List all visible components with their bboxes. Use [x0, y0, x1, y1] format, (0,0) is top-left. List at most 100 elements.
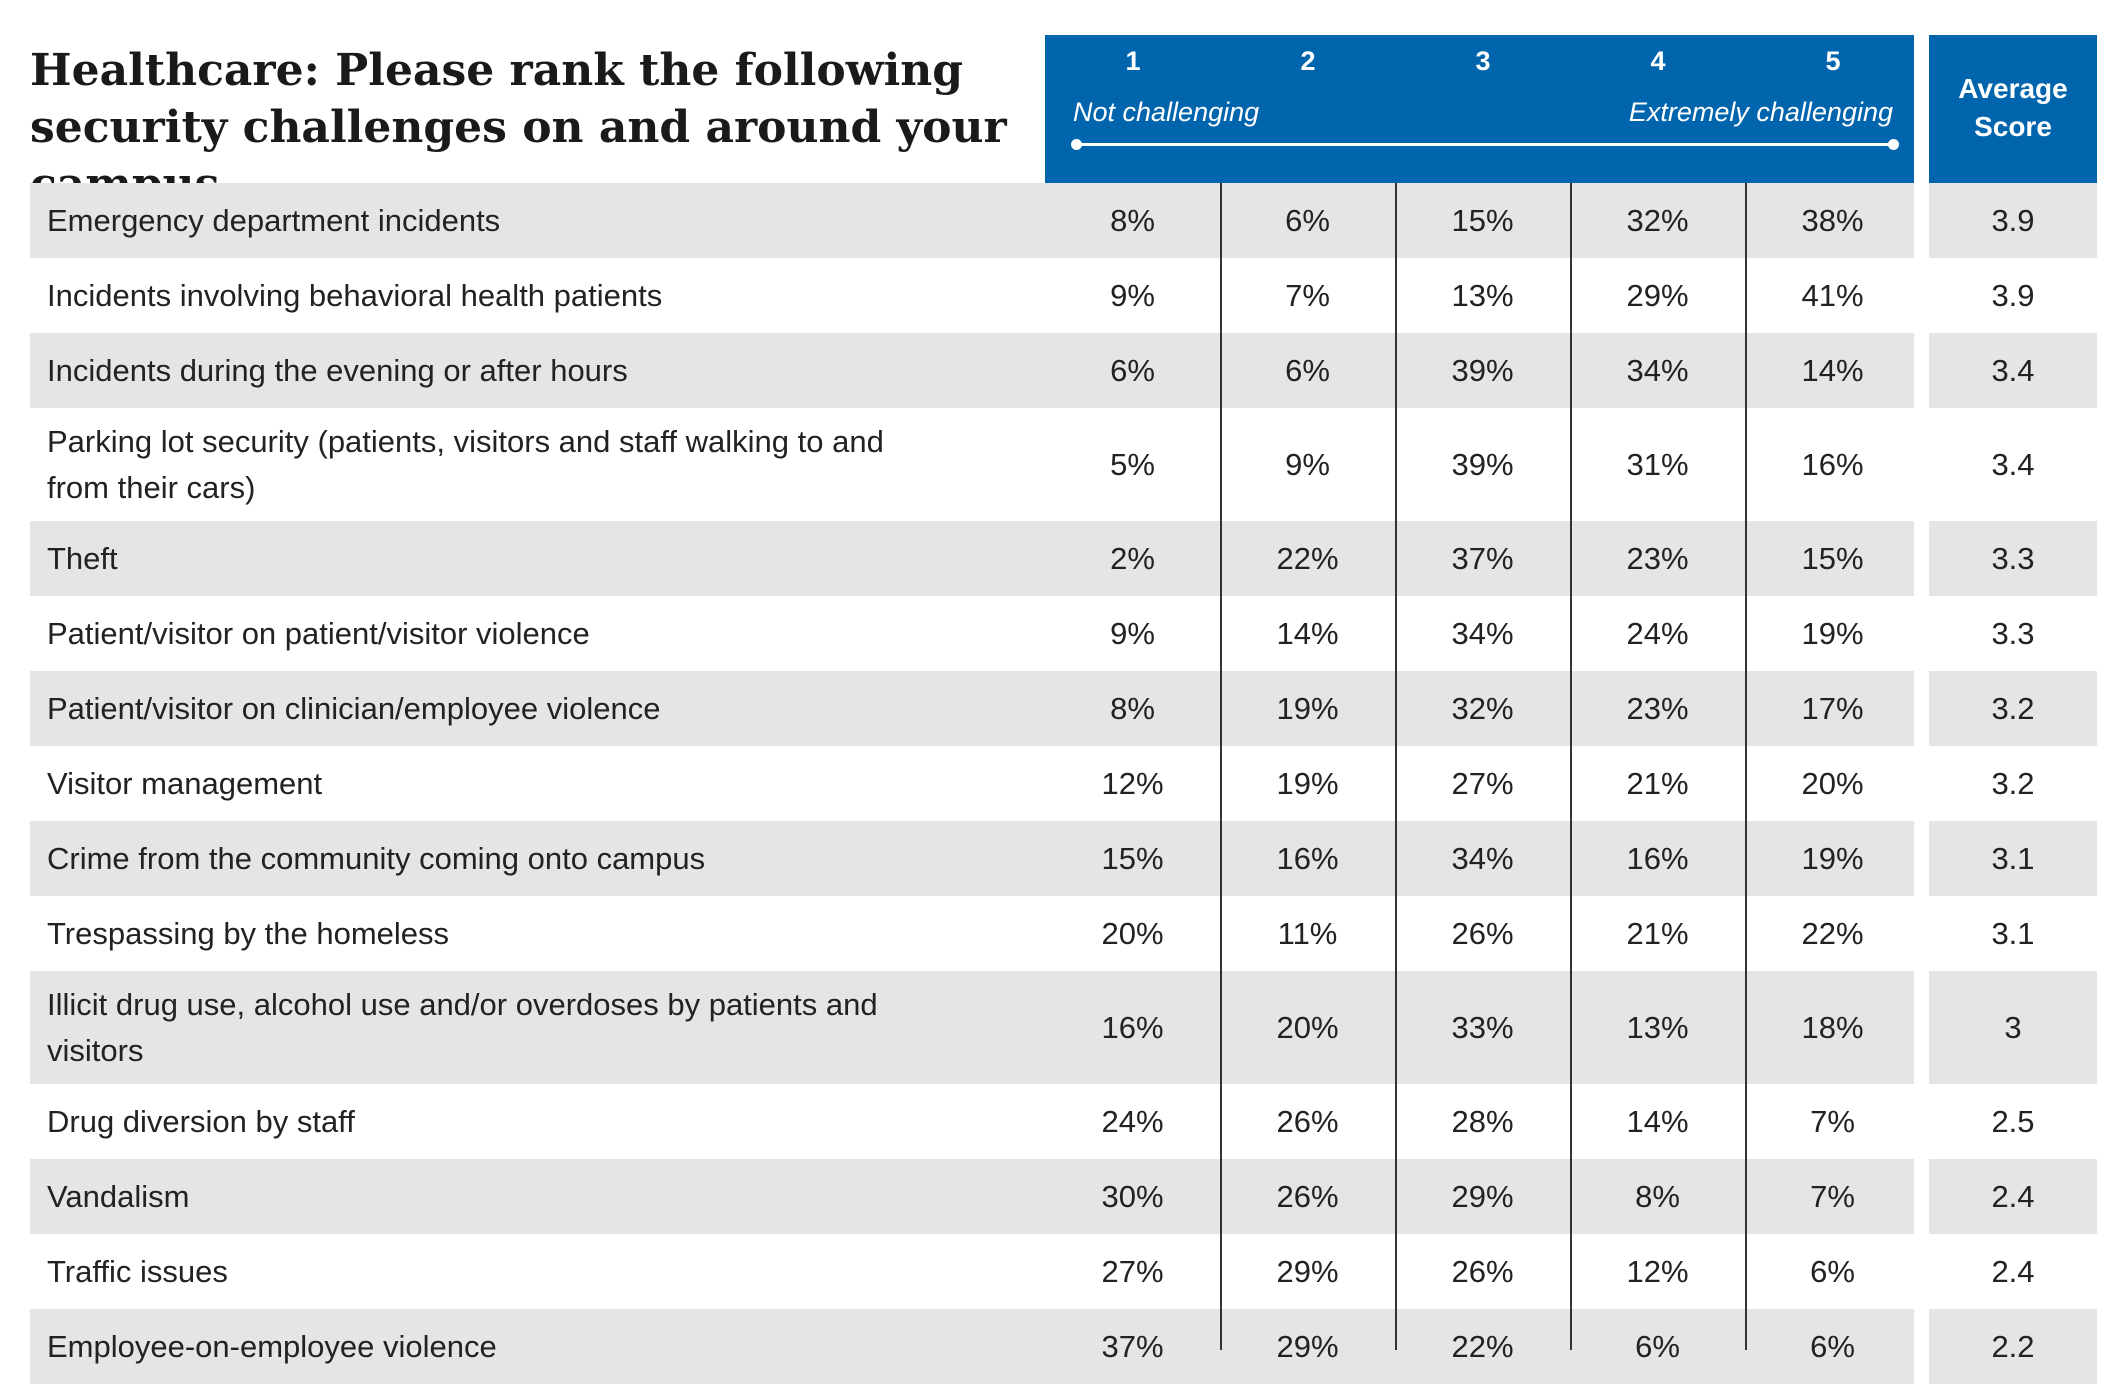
table-row: Patient/visitor on patient/visitor viole…	[30, 596, 2097, 671]
value-cell-4: 24%	[1626, 615, 1689, 651]
row-background	[30, 521, 1914, 596]
value-cell-3: 15%	[1451, 202, 1514, 238]
average-score-cell: 2.4	[1991, 1253, 2035, 1289]
table-row: Incidents during the evening or after ho…	[30, 333, 2097, 408]
value-cell-5: 7%	[1810, 1178, 1855, 1214]
value-cell-1: 8%	[1110, 690, 1155, 726]
scale-arrow-line	[1076, 143, 1894, 146]
row-label: Crime from the community coming onto cam…	[47, 840, 706, 876]
average-cell-background	[1929, 183, 2097, 258]
value-cell-4: 34%	[1626, 352, 1689, 388]
value-cell-2: 26%	[1276, 1103, 1339, 1139]
table-row: Trespassing by the homeless 20% 11% 26% 21% 2…	[30, 896, 2097, 971]
value-cell-2: 26%	[1276, 1178, 1339, 1214]
table-row: Crime from the community coming onto cam…	[30, 821, 2097, 896]
row-label: Incidents involving behavioral health pa…	[47, 277, 663, 313]
row-label: Trespassing by the homeless	[47, 915, 450, 951]
scale-column-5: 5	[1825, 46, 1841, 76]
value-cell-1: 27%	[1101, 1253, 1164, 1289]
value-cell-3: 32%	[1451, 690, 1514, 726]
value-cell-4: 12%	[1626, 1253, 1689, 1289]
value-cell-3: 33%	[1451, 1009, 1514, 1045]
average-cell-background	[1929, 671, 2097, 746]
value-cell-4: 32%	[1626, 202, 1689, 238]
row-background	[30, 971, 1914, 1084]
row-label: Emergency department incidents	[47, 202, 501, 238]
value-cell-1: 2%	[1110, 540, 1155, 576]
row-label: Traffic issues	[47, 1253, 228, 1289]
value-cell-1: 24%	[1101, 1103, 1164, 1139]
value-cell-2: 29%	[1276, 1253, 1339, 1289]
value-cell-4: 13%	[1626, 1009, 1689, 1045]
value-cell-3: 13%	[1451, 277, 1514, 313]
value-cell-5: 16%	[1801, 446, 1864, 482]
value-cell-4: 16%	[1626, 840, 1689, 876]
value-cell-4: 21%	[1626, 915, 1689, 951]
value-cell-2: 11%	[1277, 915, 1338, 951]
row-background	[30, 1309, 1914, 1384]
value-cell-4: 6%	[1635, 1328, 1680, 1364]
average-score-cell: 3.9	[1991, 202, 2035, 238]
average-cell-background	[1929, 821, 2097, 896]
chart-title: Healthcare: Please rank the following se…	[30, 45, 1007, 210]
value-cell-3: 34%	[1451, 840, 1514, 876]
value-cell-3: 39%	[1451, 352, 1514, 388]
value-cell-1: 9%	[1110, 277, 1155, 313]
row-label: Incidents during the evening or after ho…	[47, 352, 628, 388]
value-cell-4: 21%	[1626, 765, 1689, 801]
row-background	[30, 1159, 1914, 1234]
row-label: Parking lot security (patients, visitors…	[47, 423, 884, 505]
scale-header	[1045, 35, 1914, 183]
scale-column-2: 2	[1300, 46, 1316, 76]
value-cell-5: 22%	[1801, 915, 1864, 951]
scale-column-3: 3	[1475, 46, 1491, 76]
value-cell-1: 12%	[1101, 765, 1164, 801]
row-label: Drug diversion by staff	[47, 1103, 355, 1139]
table-row: Parking lot security (patients, visitors…	[30, 408, 2097, 521]
column-divider	[1570, 183, 1572, 1350]
row-label: Patient/visitor on clinician/employee vi…	[47, 690, 661, 726]
value-cell-1: 20%	[1101, 915, 1164, 951]
value-cell-2: 29%	[1276, 1328, 1339, 1364]
value-cell-4: 14%	[1626, 1103, 1689, 1139]
value-cell-2: 6%	[1285, 352, 1330, 388]
table-row: Theft 2% 22% 37% 23% 15% 3.3	[30, 521, 2097, 596]
row-label: Vandalism	[47, 1178, 190, 1214]
average-score-cell: 2.2	[1991, 1328, 2035, 1364]
table-row: Traffic issues 27% 29% 26% 12% 6% 2.4	[30, 1234, 2097, 1309]
value-cell-1: 37%	[1101, 1328, 1164, 1364]
average-score-cell: 2.4	[1991, 1178, 2035, 1214]
value-cell-5: 41%	[1801, 277, 1864, 313]
average-cell-background	[1929, 1159, 2097, 1234]
scale-column-4: 4	[1650, 46, 1666, 76]
column-divider	[1395, 183, 1397, 1350]
average-header-label: Average Score	[1958, 73, 2068, 142]
value-cell-2: 20%	[1276, 1009, 1339, 1045]
average-cell-background	[1929, 1309, 2097, 1384]
value-cell-2: 16%	[1276, 840, 1339, 876]
average-cell-background	[1929, 971, 2097, 1084]
average-cell-background	[1929, 333, 2097, 408]
value-cell-5: 19%	[1801, 840, 1864, 876]
scale-high-label: Extremely challenging	[1628, 97, 1893, 127]
row-background	[30, 671, 1914, 746]
value-cell-4: 23%	[1626, 690, 1689, 726]
value-cell-3: 39%	[1451, 446, 1514, 482]
row-label: Visitor management	[47, 765, 323, 801]
average-score-cell: 3.4	[1991, 446, 2035, 482]
table-row: Emergency department incidents 8% 6% 15% 32%…	[30, 183, 2097, 258]
table-row: Drug diversion by staff 24% 26% 28% 14% 7% 2.5	[30, 1084, 2097, 1159]
value-cell-3: 34%	[1451, 615, 1514, 651]
row-label: Theft	[47, 540, 118, 576]
average-header	[1929, 35, 2097, 183]
value-cell-5: 6%	[1810, 1253, 1855, 1289]
value-cell-4: 29%	[1626, 277, 1689, 313]
value-cell-4: 31%	[1626, 446, 1689, 482]
value-cell-3: 26%	[1451, 1253, 1514, 1289]
value-cell-5: 18%	[1801, 1009, 1864, 1045]
scale-column-1: 1	[1125, 46, 1141, 76]
table-row: Illicit drug use, alcohol use and/or ove…	[30, 971, 2097, 1084]
average-score-cell: 3.9	[1991, 277, 2035, 313]
average-score-cell: 3.1	[1991, 840, 2035, 876]
value-cell-5: 6%	[1810, 1328, 1855, 1364]
